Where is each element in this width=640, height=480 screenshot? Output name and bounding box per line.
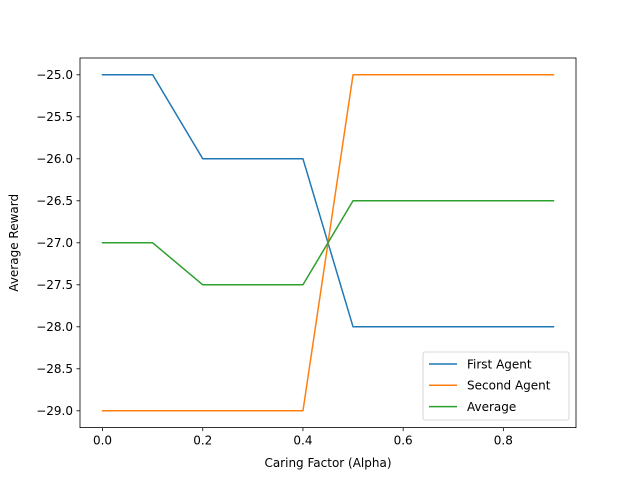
y-axis: −25.0 −25.5 −26.0 −26.5 −27.0 −27.5 −28.0 −28.5… [36, 68, 80, 418]
y-axis-label: Average Reward [7, 194, 21, 292]
y-tick-label: −27.0 [36, 236, 73, 250]
series-line-2 [101, 200, 555, 286]
series-layer [101, 74, 555, 412]
x-tick-label: 0.0 [93, 434, 112, 448]
y-tick-label: −25.5 [36, 110, 73, 124]
y-tick-label: −26.5 [36, 194, 73, 208]
y-tick-label: −27.5 [36, 278, 73, 292]
x-axis: 0.0 0.2 0.4 0.6 0.8 [93, 427, 513, 448]
legend: First Agent Second Agent Average [422, 351, 570, 421]
x-tick-label: 0.2 [193, 434, 212, 448]
x-tick-label: 0.6 [394, 434, 413, 448]
y-tick-label: −29.0 [36, 404, 73, 418]
x-axis-label: Caring Factor (Alpha) [264, 456, 391, 470]
y-tick-label: −28.5 [36, 362, 73, 376]
legend-box [422, 351, 570, 421]
x-tick-label: 0.4 [293, 434, 312, 448]
legend-label-2: Average [467, 400, 516, 414]
y-tick-label: −25.0 [36, 68, 73, 82]
legend-label-1: Second Agent [467, 379, 551, 393]
y-tick-label: −28.0 [36, 320, 73, 334]
y-tick-label: −26.0 [36, 152, 73, 166]
legend-label-0: First Agent [467, 357, 532, 371]
x-tick-label: 0.8 [494, 434, 513, 448]
